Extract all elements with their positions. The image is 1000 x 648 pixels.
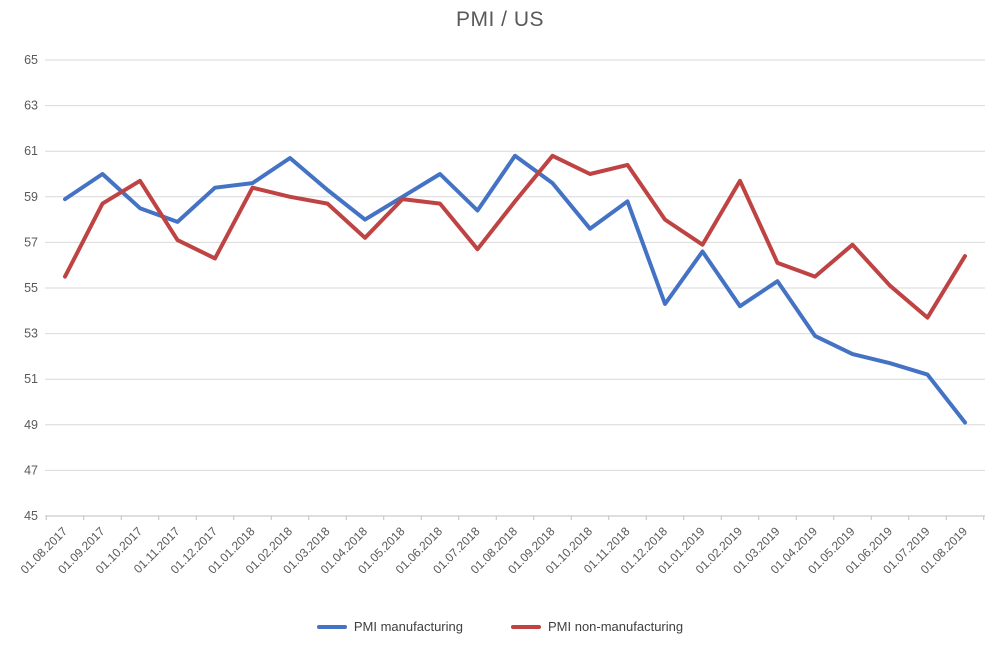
legend-label-non-manufacturing: PMI non-manufacturing	[547, 619, 684, 634]
legend-item-manufacturing: PMI manufacturing	[316, 619, 463, 634]
legend-item-non-manufacturing: PMI non-manufacturing	[510, 619, 684, 634]
non-manufacturing-line	[63, 153, 967, 320]
y-tick-label: 55	[24, 281, 38, 295]
legend: PMI manufacturing PMI non-manufacturing	[0, 619, 1000, 634]
legend-label-manufacturing: PMI manufacturing	[353, 619, 463, 634]
y-tick-label: 57	[24, 235, 38, 249]
y-tick-label: 59	[24, 190, 38, 204]
y-tick-label: 51	[24, 372, 38, 386]
y-tick-label: 45	[24, 509, 38, 523]
y-tick-label: 63	[24, 99, 38, 113]
chart-title: PMI / US	[455, 8, 544, 31]
y-tick-label: 61	[24, 144, 38, 158]
y-tick-label: 49	[24, 418, 38, 432]
non-manufacturing-line-swatch	[510, 624, 541, 629]
y-tick-label: 65	[24, 53, 38, 67]
y-tick-label: 47	[24, 463, 38, 477]
manufacturing-line	[63, 153, 967, 425]
manufacturing-line-swatch	[316, 624, 347, 629]
y-tick-label: 53	[24, 327, 38, 341]
